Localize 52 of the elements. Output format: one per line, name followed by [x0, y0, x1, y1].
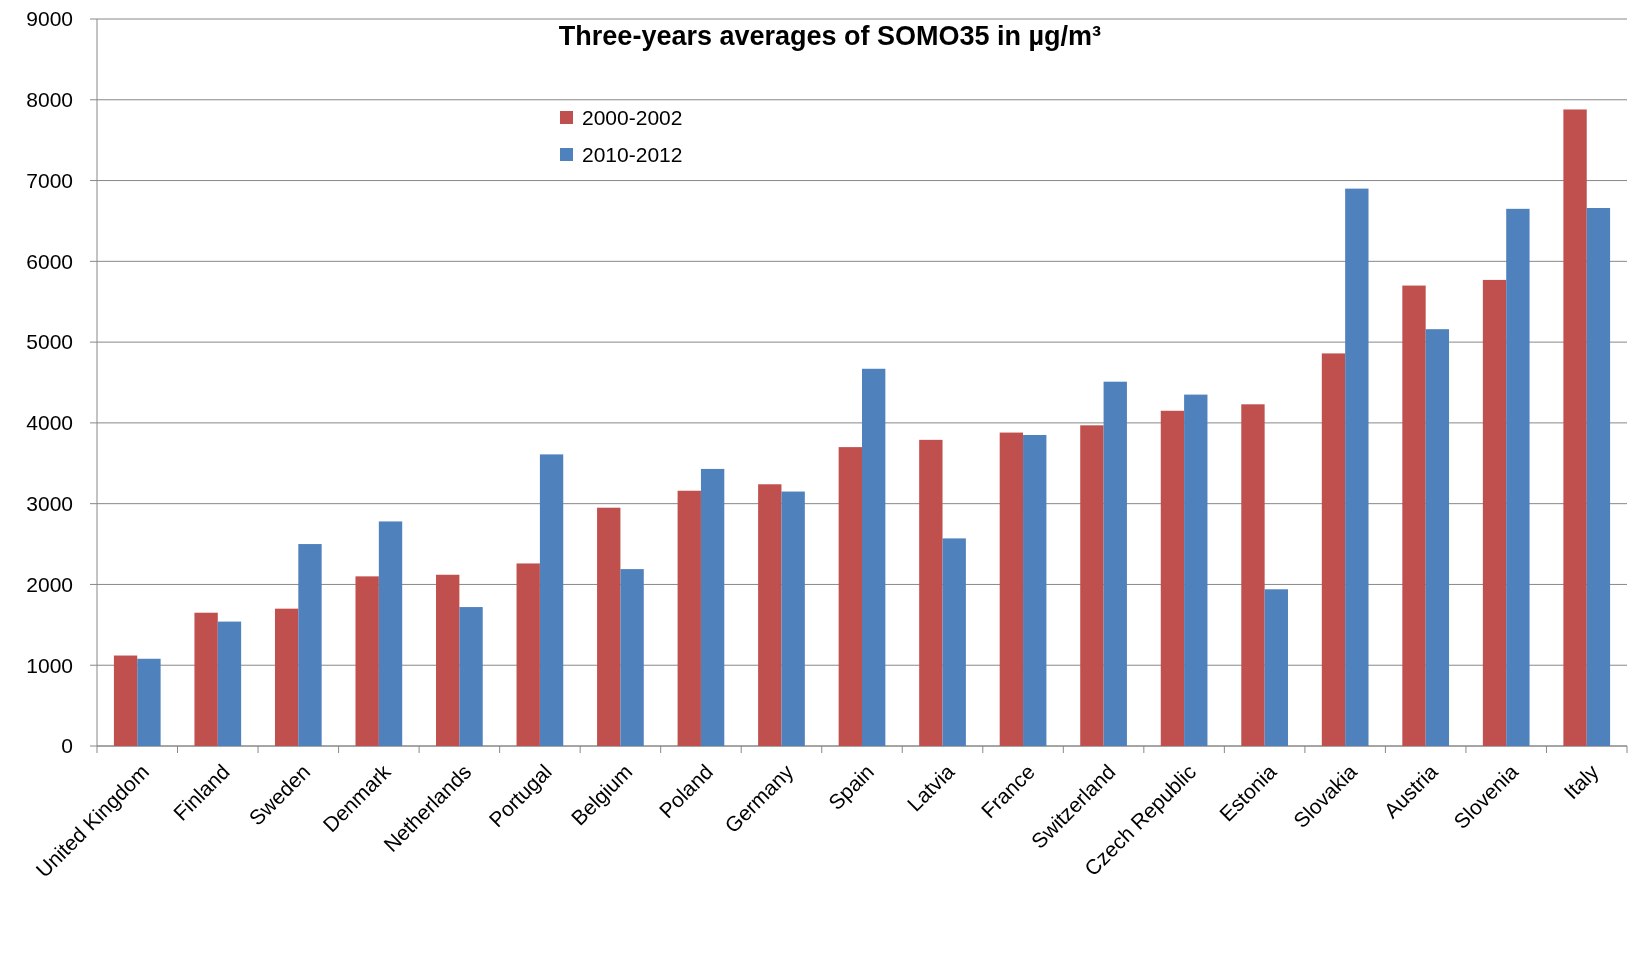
chart-title: Three-years averages of SOMO35 in µg/m³ — [558, 21, 1102, 51]
bar — [781, 491, 805, 746]
bar — [459, 607, 483, 746]
bar — [1586, 208, 1611, 746]
bar — [1345, 188, 1369, 746]
bar — [919, 439, 943, 746]
y-tick-label: 0 — [61, 734, 73, 758]
y-tick-label: 1000 — [26, 653, 73, 677]
bar — [436, 574, 460, 746]
bar — [1563, 109, 1587, 746]
bar — [758, 484, 782, 746]
y-tick-label: 8000 — [26, 88, 73, 112]
bar — [677, 490, 701, 746]
bar — [942, 538, 966, 746]
bar — [700, 468, 725, 746]
bar — [597, 507, 621, 746]
x-tick-label: Italy — [1559, 759, 1604, 804]
bar — [999, 432, 1024, 746]
bar — [194, 612, 218, 746]
bar — [620, 569, 644, 746]
legend-label: 2010-2012 — [582, 143, 683, 167]
bar — [274, 608, 299, 746]
bar — [1241, 404, 1265, 746]
bar — [1506, 208, 1530, 746]
bar — [1425, 329, 1450, 746]
bar — [516, 563, 540, 746]
bar — [1264, 589, 1288, 746]
y-tick-label: 5000 — [26, 330, 73, 354]
bar — [1160, 410, 1185, 746]
bar — [539, 454, 564, 746]
bar — [378, 521, 403, 746]
bar — [137, 658, 161, 746]
bar — [1184, 394, 1208, 746]
y-tick-label: 3000 — [26, 492, 73, 516]
bar — [862, 368, 886, 746]
bar — [113, 655, 138, 746]
bar — [1080, 425, 1104, 746]
bar — [1482, 279, 1507, 746]
y-tick-label: 2000 — [26, 572, 73, 596]
bar — [217, 621, 242, 746]
bar — [1103, 381, 1127, 746]
bar — [298, 544, 322, 746]
bar — [1321, 353, 1346, 746]
y-tick-label: 6000 — [26, 249, 73, 273]
legend-label: 2000-2002 — [582, 106, 683, 130]
y-tick-label: 7000 — [26, 168, 73, 192]
bar — [1023, 435, 1047, 746]
bar — [355, 576, 379, 746]
bar — [838, 447, 862, 746]
bar — [1402, 285, 1426, 746]
y-tick-label: 4000 — [26, 411, 73, 435]
y-tick-label: 9000 — [26, 7, 73, 31]
